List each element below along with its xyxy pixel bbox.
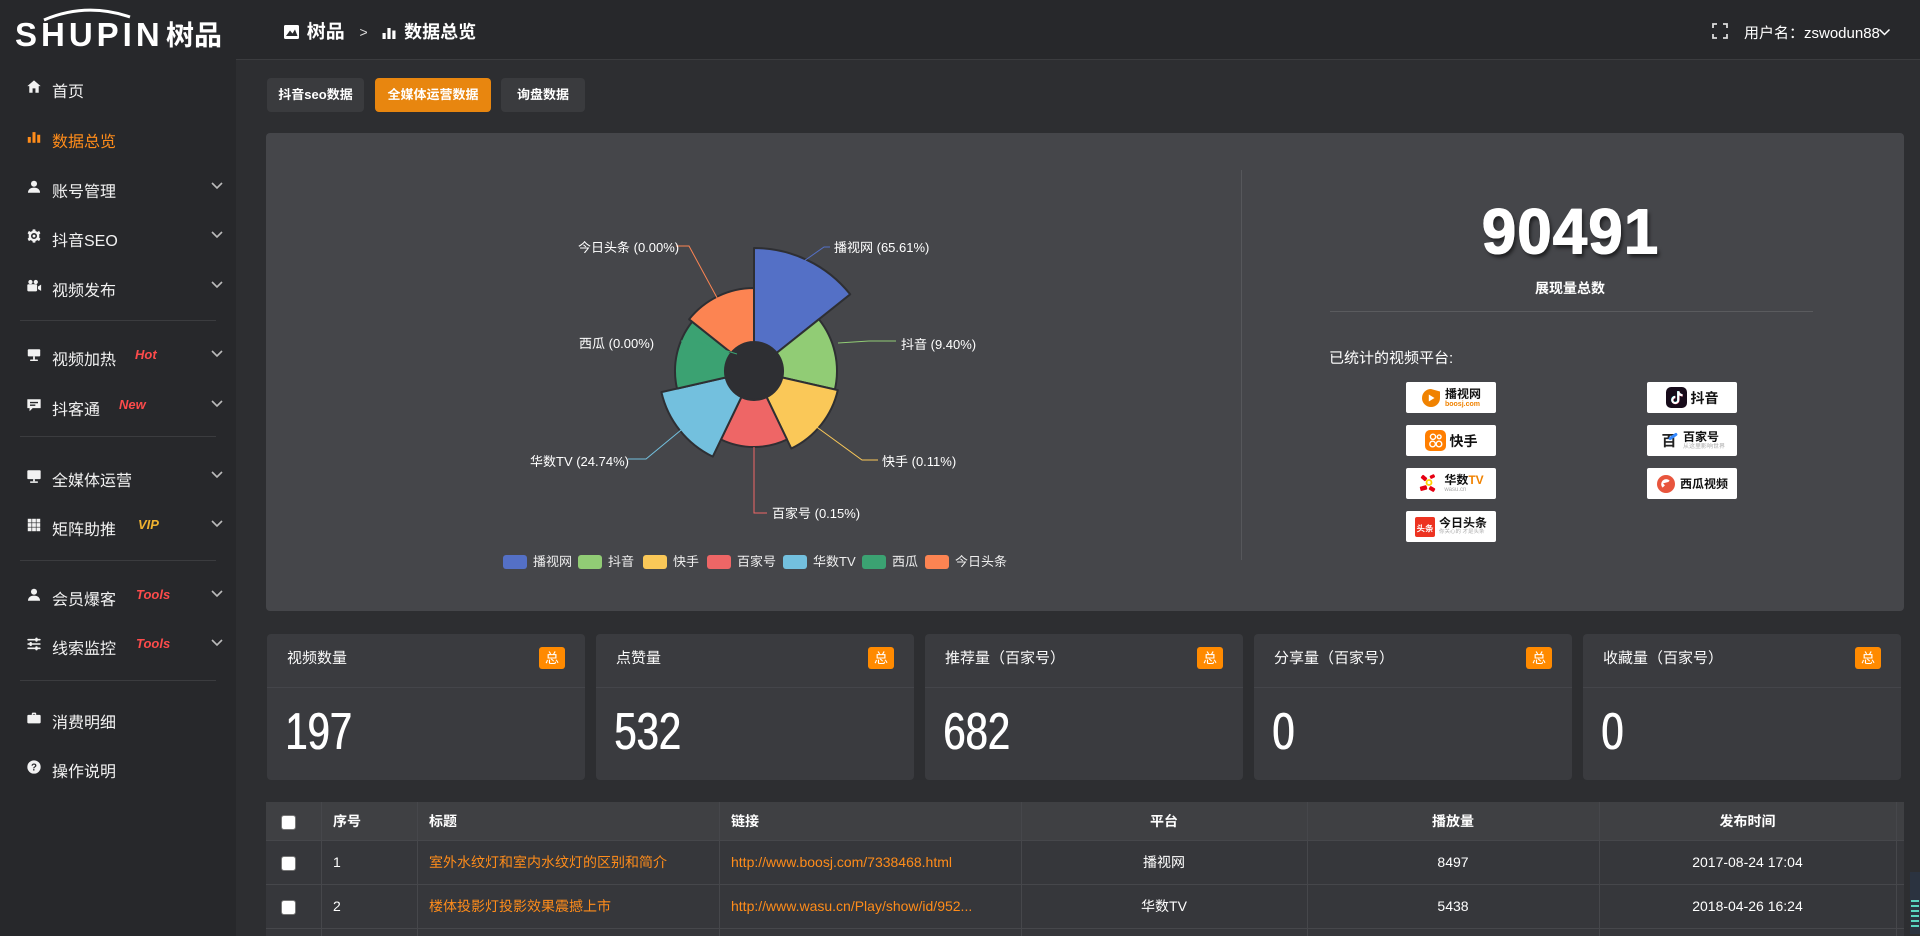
svg-text:SHUPIN: SHUPIN: [15, 16, 164, 53]
svg-text:头条: 头条: [1416, 522, 1434, 534]
svg-text:树品: 树品: [166, 14, 222, 54]
svg-text:?: ?: [31, 763, 37, 774]
